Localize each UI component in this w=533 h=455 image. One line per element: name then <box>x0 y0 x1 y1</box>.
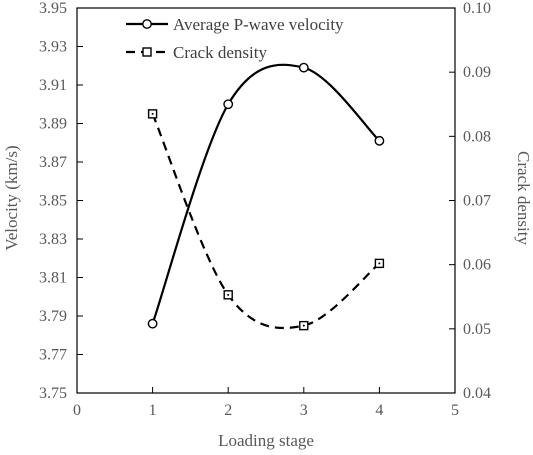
data-point-circle <box>223 99 234 110</box>
series-line <box>151 63 381 325</box>
y2-axis-title: Crack density <box>514 151 533 245</box>
y-tick-label: 3.79 <box>39 308 67 325</box>
data-point-square-dot <box>302 324 305 327</box>
y2-tick-label: 0.04 <box>463 385 491 402</box>
y-tick-label: 3.83 <box>39 231 67 248</box>
y-axis-title: Velocity (km/s) <box>2 145 21 250</box>
legend-marker-circle <box>142 19 152 29</box>
y-tick-label: 3.93 <box>39 39 67 56</box>
series-layer <box>147 62 385 331</box>
x-tick-label: 5 <box>451 402 459 419</box>
x-axis-title: Loading stage <box>218 431 314 450</box>
data-point-circle <box>374 135 385 146</box>
data-point-square-dot <box>151 112 154 115</box>
x-tick-label: 3 <box>300 402 308 419</box>
y2-tick-label: 0.06 <box>463 257 491 274</box>
y2-tick-label: 0.08 <box>463 128 491 145</box>
y2-tick-label: 0.09 <box>463 64 491 81</box>
series-line <box>151 113 381 330</box>
x-tick-label: 0 <box>73 402 81 419</box>
data-point-square-dot <box>378 262 381 265</box>
y-tick-label: 3.81 <box>39 270 67 287</box>
series-velocity <box>147 62 385 329</box>
legend-label: Crack density <box>173 43 267 62</box>
y-tick-label: 3.87 <box>39 154 67 171</box>
data-point-circle <box>298 62 309 73</box>
y-tick-label: 3.85 <box>39 193 67 210</box>
y2-tick-label: 0.10 <box>463 0 491 17</box>
axes: 0 1 2 3 4 5 3.75 3.77 3.79 3.81 3.83 3.85 3.87 3.89 3.… <box>39 0 491 419</box>
series-crack-density <box>147 109 385 331</box>
y2-tick-label: 0.05 <box>463 321 491 338</box>
plot-frame <box>76 7 456 394</box>
y-tick-label: 3.89 <box>39 116 67 133</box>
y-tick-label: 3.77 <box>39 347 67 364</box>
legend-marker-square <box>142 47 152 57</box>
y2-tick-label: 0.07 <box>463 193 491 210</box>
y-tick-label: 3.75 <box>39 385 67 402</box>
x-tick-label: 4 <box>375 402 383 419</box>
x-tick-label: 2 <box>224 402 232 419</box>
legend: Average P-wave velocity Crack density <box>126 15 344 62</box>
y-tick-label: 3.91 <box>39 77 67 94</box>
data-point-square-dot <box>227 293 230 296</box>
x-tick-label: 1 <box>149 402 157 419</box>
legend-label: Average P-wave velocity <box>173 15 344 34</box>
data-point-circle <box>147 318 158 329</box>
y-tick-label: 3.95 <box>39 0 67 17</box>
